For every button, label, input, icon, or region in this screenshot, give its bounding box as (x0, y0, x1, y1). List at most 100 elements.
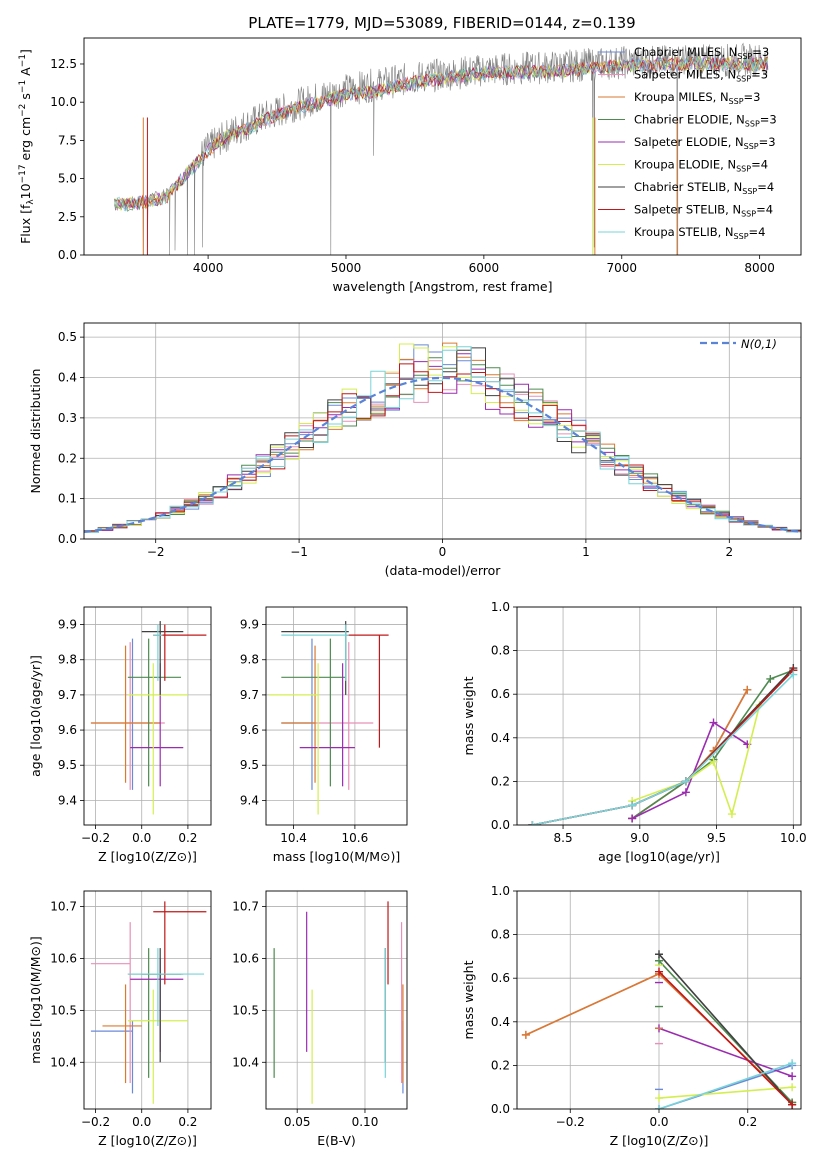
y-axis-label-part: 10 (18, 183, 33, 199)
x-tick-label: 4000 (193, 261, 224, 275)
y-tick-label: 0.3 (58, 411, 77, 425)
mass-weight-marker (628, 801, 637, 810)
x-tick-label: 2 (725, 545, 733, 559)
y-axis-label: age [log10(age/yr)] (28, 655, 43, 777)
y-axis-label: mass weight (461, 676, 476, 755)
mass-weight-marker (789, 670, 798, 679)
figure-title: PLATE=1779, MJD=53089, FIBERID=0144, z=0… (248, 14, 635, 32)
axes-frame (83, 37, 802, 256)
legend-entry-name: Salpeter MILES, N (634, 68, 736, 82)
axes-frame (516, 606, 802, 826)
legend-entry: Salpeter STELIB, NSSP=4 (634, 203, 773, 219)
y-tick-label: 9.4 (240, 793, 259, 807)
x-tick-label: 10.4 (280, 831, 307, 845)
gaussian-reference-line (84, 376, 801, 533)
y-tick-label: 9.5 (240, 758, 259, 772)
y-tick-label: 9.8 (240, 653, 259, 667)
mass-weight-marker (528, 821, 537, 825)
mass-weight-line (658, 1062, 793, 1109)
x-tick-label: −1 (290, 545, 308, 559)
axes-frame (265, 606, 408, 826)
y-tick-label: 0.0 (491, 818, 510, 832)
y-axis-label-part: ] (18, 49, 33, 54)
x-axis-label: age [log10(age/yr)] (598, 849, 720, 864)
x-axis-label: (data-model)/error (385, 563, 502, 578)
x-tick-label: 0.0 (132, 1115, 151, 1129)
chart-mass_vs_Z: −0.2 0.0 0.2 10.4 10.5 10.6 10.7 Z [log10(Z/Z⊙)… (28, 890, 212, 1148)
y-tick-label: 0.4 (491, 731, 510, 745)
y-tick-label: 2.5 (58, 210, 77, 224)
plot-area-weight_vs_age (528, 664, 798, 825)
y-axis-label-part: Flux [f (18, 204, 33, 244)
y-tick-label: 10.5 (232, 1003, 259, 1017)
legend-entry-name: Chabrier STELIB, N (634, 180, 742, 194)
y-tick-label: 10.5 (50, 1003, 77, 1017)
legend-entry: Kroupa STELIB, NSSP=4 (634, 225, 765, 241)
mass-weight-line (631, 689, 749, 820)
x-tick-label: 0.05 (284, 1115, 311, 1129)
x-tick-label: −0.2 (81, 831, 110, 845)
x-tick-label: 9.0 (630, 831, 649, 845)
y-tick-label: 0.2 (58, 451, 77, 465)
axes-frame (83, 606, 212, 826)
residual-histogram (84, 363, 801, 532)
y-tick-label: 9.5 (58, 758, 77, 772)
chart-weight_vs_age: 8.5 9.0 9.5 10.0 0.0 0.2 0.4 0.6 0.8 1.0 age [log1… (461, 600, 807, 864)
y-tick-label: 10.4 (232, 1055, 259, 1069)
x-tick-label: 0.2 (178, 1115, 197, 1129)
mass-weight-line (658, 971, 793, 1106)
legend-entry: Salpeter ELODIE, NSSP=3 (634, 135, 776, 151)
x-axis-label: Z [log10(Z/Z⊙)] (98, 1133, 197, 1148)
legend-entry-name: Chabrier ELODIE, N (634, 113, 745, 127)
legend-entry: Chabrier ELODIE, NSSP=3 (634, 113, 777, 129)
x-tick-label: 8000 (744, 261, 775, 275)
x-axis-label: Z [log10(Z/Z⊙)] (610, 1133, 709, 1148)
chart-residual_hist: −2 −1 0 1 2 0.0 0.1 0.2 0.3 0.4 0.5 (data-model)/er… (28, 322, 802, 578)
x-tick-label: 0.0 (649, 1115, 668, 1129)
legend-entry-nssp: =3 (744, 90, 761, 104)
mass-weight-marker (681, 777, 690, 786)
mass-weight-marker (709, 757, 718, 766)
y-axis-label-part: −17 (18, 164, 28, 183)
y-tick-label: 0.0 (58, 248, 77, 262)
plot-area-age_vs_mass (269, 621, 389, 815)
mass-weight-marker (681, 788, 690, 797)
legend-entry-name: Salpeter ELODIE, N (634, 135, 744, 149)
legend-entry-nssp: =3 (752, 45, 769, 59)
y-tick-label: 9.9 (58, 618, 77, 632)
y-tick-label: 10.4 (50, 1055, 77, 1069)
mass-weight-marker (788, 1072, 797, 1081)
chart-mass_vs_ebv: 0.05 0.10 10.4 10.5 10.6 10.7 E(B-V) (232, 890, 408, 1148)
mass-weight-marker (788, 1059, 797, 1068)
mass-weight-line (658, 1027, 793, 1078)
y-axis-label-part: s (18, 93, 33, 104)
residual-histogram (84, 346, 801, 533)
legend-entry-nssp: =3 (760, 113, 777, 127)
x-tick-label: 5000 (331, 261, 362, 275)
y-axis-label-part: erg cm (18, 117, 33, 165)
x-tick-label: 10.6 (342, 831, 369, 845)
x-tick-label: 0 (439, 545, 447, 559)
legend-entry-name: Kroupa MILES, N (634, 90, 729, 104)
y-axis-label: mass [log10(M/M⊙)] (28, 936, 43, 1064)
x-tick-label: 0.2 (178, 831, 197, 845)
x-axis-label: E(B-V) (317, 1133, 356, 1148)
x-tick-label: 9.5 (707, 831, 726, 845)
legend-entry-name: Salpeter STELIB, N (634, 203, 741, 217)
x-tick-label: 8.5 (554, 831, 573, 845)
y-tick-label: 9.9 (240, 618, 259, 632)
chart-spectrum: 4000 5000 6000 7000 8000 0.0 2.5 5.0 7.5 10.0 12.5… (18, 37, 802, 294)
mass-weight-line (532, 669, 794, 825)
mass-weight-line (631, 689, 749, 820)
x-tick-label: 7000 (606, 261, 637, 275)
y-tick-label: 0.6 (491, 971, 510, 985)
y-tick-label: 10.7 (50, 900, 77, 914)
y-tick-label: 9.8 (58, 653, 77, 667)
axes-frame (265, 890, 408, 1110)
plot-area-mass_vs_Z (90, 901, 207, 1104)
legend-entry-sub: SSP (734, 232, 749, 241)
x-tick-label: 10.0 (780, 831, 807, 845)
y-tick-label: 0.4 (491, 1015, 510, 1029)
legend-entry-sub: SSP (741, 210, 756, 219)
y-tick-label: 9.6 (58, 723, 77, 737)
